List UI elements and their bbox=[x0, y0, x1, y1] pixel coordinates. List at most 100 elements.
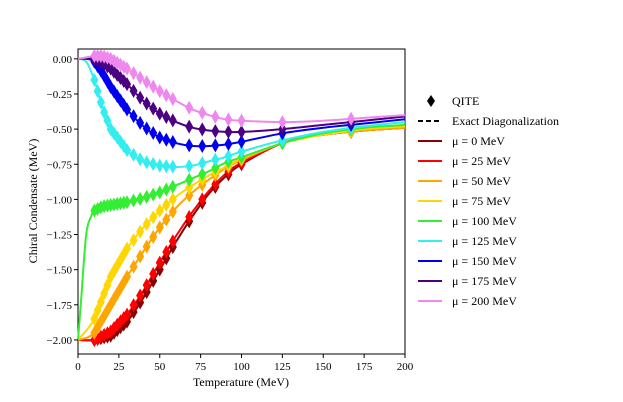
qite-marker bbox=[123, 195, 132, 210]
qite-marker bbox=[93, 303, 102, 318]
qite-marker bbox=[185, 100, 194, 115]
qite-marker bbox=[129, 305, 138, 320]
legend-series-label-3: μ = 75 MeV bbox=[452, 194, 511, 208]
qite-marker bbox=[149, 230, 158, 245]
qite-marker bbox=[142, 155, 151, 170]
y-tick-label: −0.25 bbox=[47, 89, 73, 101]
qite-marker bbox=[198, 156, 207, 171]
qite-marker bbox=[123, 143, 132, 158]
qite-marker bbox=[168, 234, 177, 249]
qite-marker bbox=[149, 101, 158, 116]
x-tick-label: 50 bbox=[154, 361, 166, 373]
qite-marker bbox=[168, 204, 177, 219]
x-tick-label: 200 bbox=[397, 361, 414, 373]
qite-marker bbox=[100, 286, 109, 301]
qite-marker bbox=[278, 133, 287, 148]
qite-marker bbox=[136, 152, 145, 167]
qite-marker bbox=[155, 158, 164, 173]
qite-marker bbox=[142, 121, 151, 136]
x-tick-label: 175 bbox=[356, 361, 373, 373]
qite-marker bbox=[168, 135, 177, 150]
qite-marker bbox=[211, 177, 220, 192]
qite-marker bbox=[198, 192, 207, 207]
qite-marker bbox=[136, 115, 145, 130]
qite-marker bbox=[168, 179, 177, 194]
qite-marker bbox=[168, 159, 177, 174]
qite-marker bbox=[142, 189, 151, 204]
qite-marker bbox=[155, 130, 164, 145]
qite-marker bbox=[237, 144, 246, 159]
qite-marker bbox=[96, 95, 105, 110]
qite-marker bbox=[142, 278, 151, 293]
qite-marker bbox=[129, 66, 138, 81]
qite-marker bbox=[155, 255, 164, 270]
qite-marker bbox=[90, 311, 99, 326]
y-tick-label: −1.75 bbox=[47, 300, 73, 312]
qite-marker bbox=[162, 198, 171, 213]
legend-series-label-0: μ = 0 MeV bbox=[452, 134, 505, 148]
qite-marker bbox=[224, 137, 233, 152]
qite-marker bbox=[136, 224, 145, 239]
qite-marker bbox=[185, 172, 194, 187]
qite-marker bbox=[211, 124, 220, 139]
y-tick-label: −0.75 bbox=[47, 159, 73, 171]
qite-marker bbox=[129, 298, 138, 313]
qite-marker bbox=[155, 220, 164, 235]
qite-marker bbox=[162, 182, 171, 197]
qite-marker bbox=[123, 61, 132, 76]
qite-marker bbox=[237, 124, 246, 139]
qite-marker bbox=[129, 259, 138, 274]
qite-marker bbox=[129, 233, 138, 248]
legend-exact-label: Exact Diagonalization bbox=[452, 114, 559, 128]
qite-marker bbox=[198, 167, 207, 182]
qite-marker bbox=[93, 84, 102, 99]
qite-marker bbox=[103, 113, 112, 128]
qite-marker bbox=[142, 96, 151, 111]
x-tick-label: 25 bbox=[113, 361, 125, 373]
qite-marker bbox=[136, 249, 145, 264]
y-tick-label: 0.00 bbox=[53, 54, 73, 66]
qite-marker bbox=[185, 188, 194, 203]
legend-series-label-4: μ = 100 MeV bbox=[452, 214, 517, 228]
qite-marker bbox=[162, 132, 171, 147]
qite-marker bbox=[155, 262, 164, 277]
qite-marker bbox=[237, 134, 246, 149]
x-axis-ticks: 0 25 50 75 100 125 150 175 200 bbox=[75, 354, 414, 373]
qite-marker bbox=[129, 83, 138, 98]
qite-marker bbox=[185, 138, 194, 153]
qite-marker bbox=[136, 191, 145, 206]
qite-marker bbox=[149, 156, 158, 171]
legend-series-label-8: μ = 200 MeV bbox=[452, 294, 517, 308]
qite-marker bbox=[185, 209, 194, 224]
qite-marker bbox=[149, 273, 158, 288]
qite-marker bbox=[96, 294, 105, 309]
qite-marker bbox=[149, 210, 158, 225]
qite-marker bbox=[278, 122, 287, 137]
qite-marker bbox=[211, 138, 220, 153]
legend-series-label-2: μ = 50 MeV bbox=[452, 174, 511, 188]
y-axis-label: Chiral Condensate (MeV) bbox=[26, 139, 40, 264]
qite-marker bbox=[142, 239, 151, 254]
plot-area: 0 25 50 75 100 125 150 175 200 0.00 −0.25 −0.50 −0.… bbox=[47, 48, 414, 373]
x-tick-label: 150 bbox=[315, 361, 332, 373]
qite-marker bbox=[224, 149, 233, 164]
qite-marker bbox=[162, 244, 171, 259]
qite-marker bbox=[142, 285, 151, 300]
qite-marker bbox=[103, 278, 112, 293]
qite-marker bbox=[129, 109, 138, 124]
qite-marker bbox=[224, 124, 233, 139]
qite-marker bbox=[136, 295, 145, 310]
legend-series-entries: μ = 0 MeV μ = 25 MeV μ = 50 MeV μ = 75 MeV μ… bbox=[418, 134, 517, 308]
legend-series-label-1: μ = 25 MeV bbox=[452, 154, 511, 168]
qite-marker bbox=[278, 115, 287, 130]
legend-qite-label: QITE bbox=[452, 94, 479, 108]
qite-marker bbox=[168, 92, 177, 107]
qite-marker bbox=[142, 75, 151, 90]
qite-marker bbox=[224, 112, 233, 127]
qite-marker bbox=[136, 70, 145, 85]
qite-marker bbox=[162, 212, 171, 227]
qite-marker bbox=[211, 109, 220, 124]
legend-series-label-7: μ = 175 MeV bbox=[452, 274, 517, 288]
